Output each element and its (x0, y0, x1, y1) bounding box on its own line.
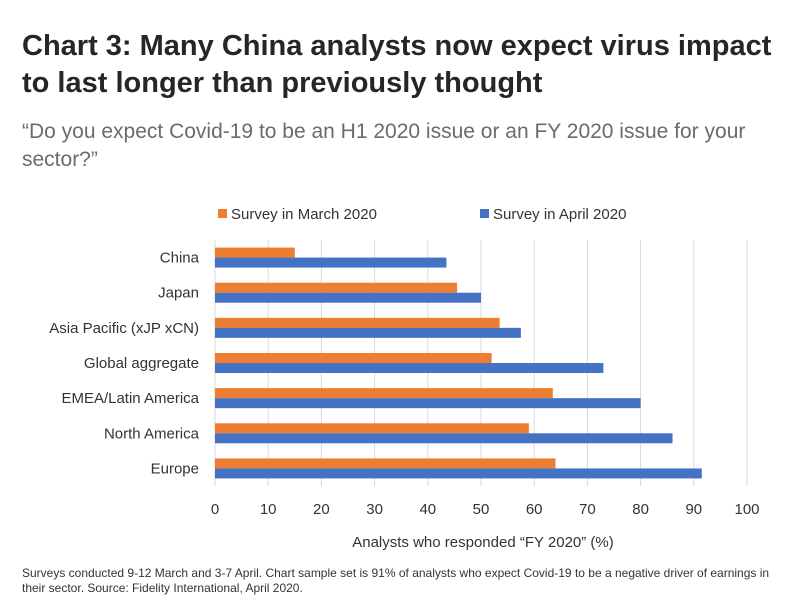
legend-swatch-march (218, 209, 227, 218)
bar-april (215, 433, 673, 444)
legend-label-april: Survey in April 2020 (493, 206, 626, 223)
y-category-label: North America (104, 425, 200, 442)
bar-april (215, 398, 641, 409)
x-tick-label: 20 (313, 501, 330, 518)
chart-subtitle: “Do you expect Covid-19 to be an H1 2020… (22, 120, 746, 171)
bar-march (215, 317, 500, 328)
bar-april (215, 363, 604, 373)
x-tick-label: 100 (734, 501, 759, 518)
y-category-label: China (160, 250, 200, 267)
y-category-label: Europe (151, 460, 199, 477)
x-tick-label: 70 (579, 501, 596, 518)
bar-march (215, 458, 556, 469)
bar-march (215, 353, 492, 363)
bar-march (215, 247, 295, 258)
chart-title: Chart 3: Many China analysts now expect … (22, 30, 772, 99)
bar-march (215, 423, 529, 434)
legend-swatch-april (480, 209, 489, 218)
x-tick-label: 40 (419, 501, 436, 518)
bar-chart: 0 10 20 30 40 50 60 70 80 90 100 China Japan Asia Pac… (49, 206, 759, 551)
x-tick-label: 80 (632, 501, 649, 518)
x-axis-title: Analysts who responded “FY 2020” (%) (352, 534, 614, 551)
bar-march (215, 282, 458, 293)
x-tick-label: 60 (526, 501, 543, 518)
y-category-label: Japan (158, 285, 199, 302)
x-tick-label: 30 (366, 501, 383, 518)
x-tick-label: 50 (473, 501, 490, 518)
bar-april (215, 292, 481, 303)
x-tick-label: 0 (211, 501, 219, 518)
bar-april (215, 257, 447, 268)
y-category-label: Global aggregate (84, 355, 199, 372)
x-tick-label: 90 (685, 501, 702, 518)
y-category-label: EMEA/Latin America (61, 390, 199, 407)
bar-april (215, 468, 702, 479)
bar-march (215, 388, 553, 399)
footnote: Surveys conducted 9-12 March and 3-7 Apr… (22, 566, 770, 595)
legend-label-march: Survey in March 2020 (231, 206, 377, 223)
x-tick-label: 10 (260, 501, 277, 518)
y-category-label: Asia Pacific (xJP xCN) (49, 320, 199, 337)
bar-april (215, 327, 521, 338)
